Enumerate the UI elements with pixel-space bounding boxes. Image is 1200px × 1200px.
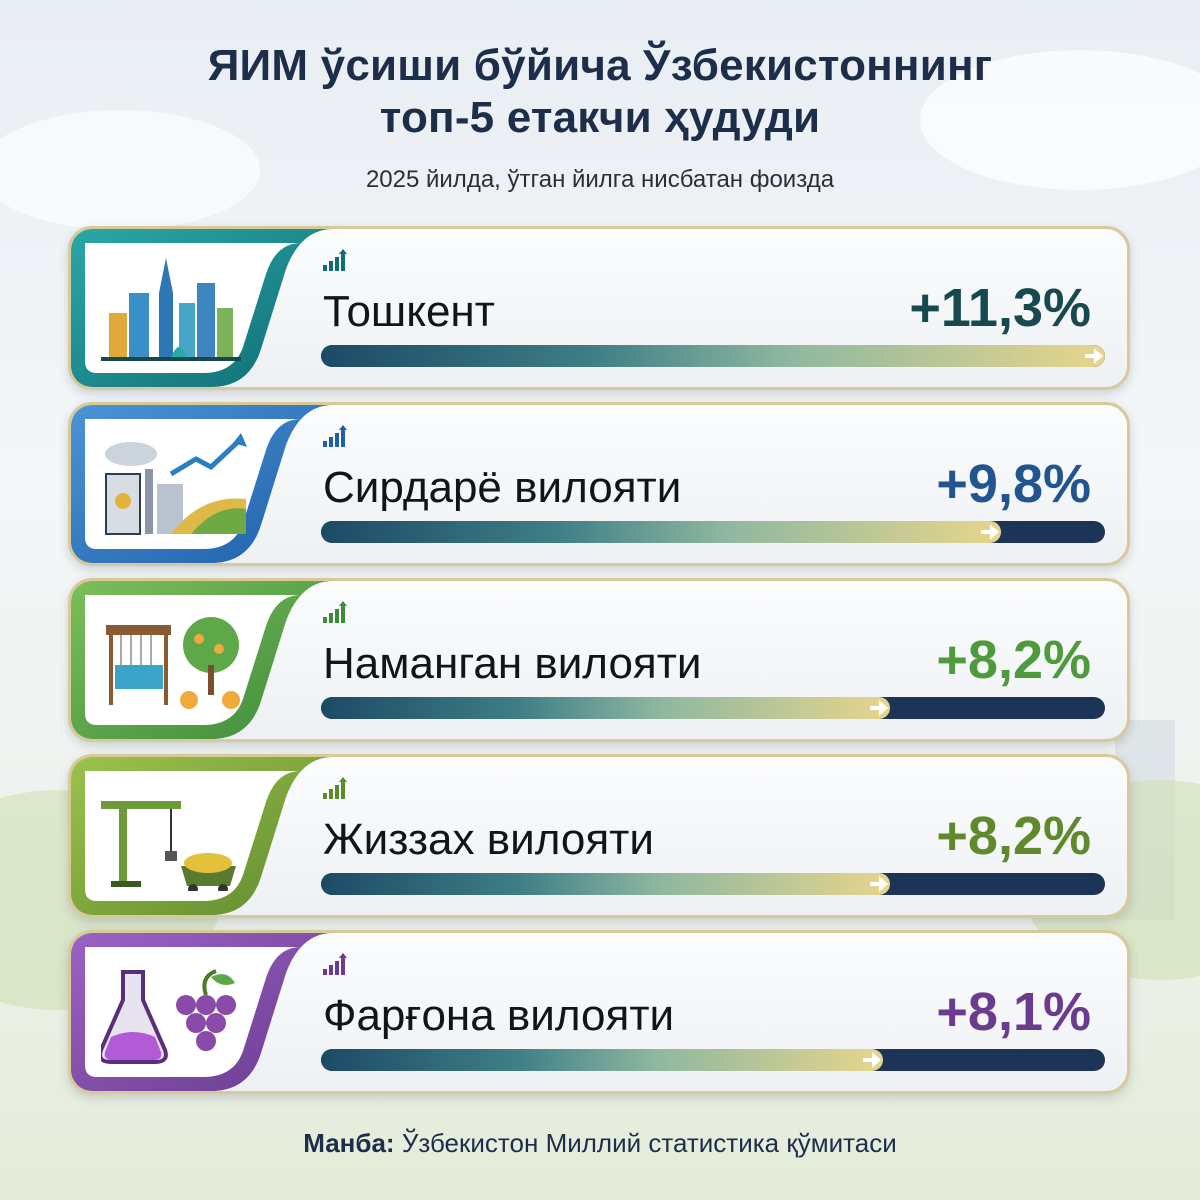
region-value: +9,8% [936, 454, 1091, 514]
bar-fill [321, 873, 890, 895]
bar-fill [321, 697, 890, 719]
title-line-2: топ-5 етакчи ҳудуди [379, 93, 821, 142]
growth-bars-icon [323, 953, 347, 975]
arrow-right-icon [870, 876, 888, 892]
arrow-right-icon [981, 524, 999, 540]
bar-track [321, 521, 1105, 543]
page-title: ЯИМ ўсиши бўйича Ўзбекистоннинг топ-5 ет… [0, 40, 1200, 144]
region-name: Сирдарё вилояти [323, 463, 682, 512]
loom-orchard-icon [106, 617, 240, 709]
region-row: Тошкент +11,3% [68, 226, 1130, 390]
bar-track [321, 697, 1105, 719]
page-subtitle: 2025 йилда, ўтган йилга нисбатан фоизда [365, 166, 835, 193]
region-value: +8,1% [936, 982, 1091, 1042]
region-value: +11,3% [909, 278, 1091, 338]
region-name: Жиззах вилояти [323, 815, 654, 864]
bar-fill [321, 521, 1001, 543]
bar-track [321, 345, 1105, 367]
industry-farm-icon [105, 433, 247, 535]
region-value: +8,2% [936, 806, 1091, 866]
flask-grapes-icon [101, 969, 236, 1064]
arrow-right-icon [1085, 348, 1103, 364]
growth-bars-icon [323, 601, 347, 623]
region-row: Фарғона вилояти +8,1% [68, 930, 1130, 1094]
region-name: Наманган вилояти [323, 639, 702, 688]
region-value: +8,2% [936, 630, 1091, 690]
growth-bars-icon [323, 425, 347, 447]
region-icon-panel [71, 581, 346, 739]
bar-fill [321, 345, 1105, 367]
growth-bars-icon [323, 777, 347, 799]
region-icon-panel [71, 757, 346, 915]
bar-track [321, 1049, 1105, 1071]
header: ЯИМ ўсиши бўйича Ўзбекистоннинг топ-5 ет… [0, 40, 1200, 194]
region-icon-panel [71, 405, 346, 563]
region-icon-panel [71, 933, 346, 1091]
region-name: Фарғона вилояти [323, 991, 675, 1040]
region-icon-panel [71, 229, 346, 387]
region-row: Наманган вилояти +8,2% [68, 578, 1130, 742]
crane-mining-icon [101, 801, 236, 891]
arrow-right-icon [870, 700, 888, 716]
bar-fill [321, 1049, 883, 1071]
region-name: Тошкент [323, 287, 495, 336]
source-label: Манба: [303, 1128, 395, 1158]
source-note: Манба: Ўзбекистон Миллий статистика қўми… [0, 1128, 1200, 1159]
title-line-1: ЯИМ ўсиши бўйича Ўзбекистоннинг [207, 41, 993, 90]
region-row: Сирдарё вилояти +9,8% [68, 402, 1130, 566]
growth-bars-icon [323, 249, 347, 271]
bar-track [321, 873, 1105, 895]
arrow-right-icon [863, 1052, 881, 1068]
region-row: Жиззах вилояти +8,2% [68, 754, 1130, 918]
city-skyline-icon [101, 258, 241, 361]
source-text: Ўзбекистон Миллий статистика қўмитаси [401, 1128, 897, 1158]
region-list: Тошкент +11,3% [68, 226, 1130, 1106]
